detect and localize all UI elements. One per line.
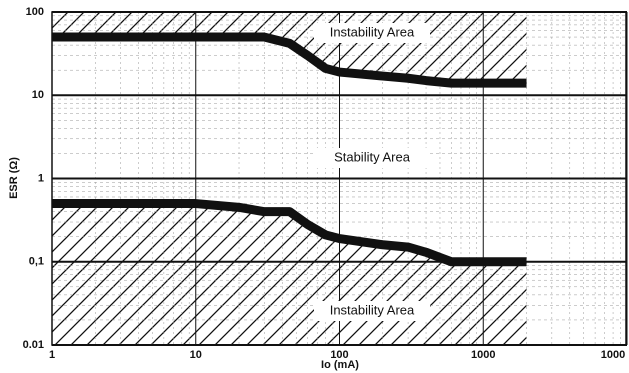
y-tick-label: 100 <box>26 6 44 18</box>
annotation-bg <box>314 148 430 168</box>
y-tick-label: 0.01 <box>23 339 44 351</box>
x-tick-label: 10 <box>190 349 202 361</box>
annotation-bg <box>314 301 430 321</box>
y-tick-label: 10 <box>32 89 44 101</box>
x-axis-label: Io (mA) <box>321 359 359 371</box>
annotation: Instability Area <box>330 24 415 39</box>
annotation: Stability Area <box>334 149 411 164</box>
annotation-bg <box>314 23 430 43</box>
series-line <box>52 32 527 88</box>
x-tick-label: 1000 <box>601 349 625 361</box>
annotation: Instability Area <box>330 302 415 317</box>
series-line <box>52 199 527 267</box>
instability-area <box>52 203 527 345</box>
y-tick-label: 1 <box>38 172 44 184</box>
x-tick-label: 1000 <box>471 349 495 361</box>
y-axis-label: ESR (Ω) <box>8 157 20 199</box>
x-tick-label: 100 <box>330 349 348 361</box>
plot-border <box>51 11 627 346</box>
x-tick-label: 1 <box>49 349 55 361</box>
y-tick-label: 0,1 <box>29 256 44 268</box>
